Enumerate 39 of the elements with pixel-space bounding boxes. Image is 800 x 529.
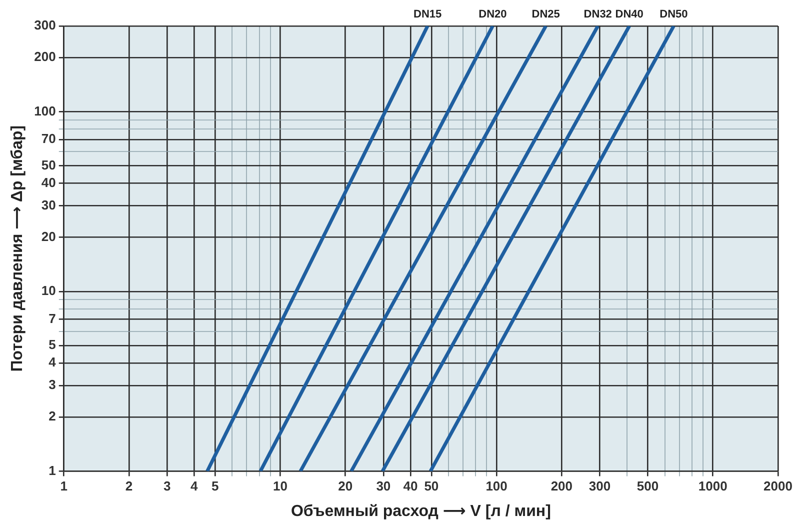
y-tick-label: 20 [41, 228, 56, 244]
y-tick-label: 7 [48, 310, 56, 326]
x-tick-label: 50 [424, 478, 439, 494]
y-tick-label: 50 [41, 157, 56, 172]
series-label: DN25 [532, 8, 560, 21]
y-axis-title: Потери давления ⟶ Δp [мбар] [9, 125, 26, 372]
y-tick-label: 3 [48, 377, 56, 392]
x-tick-label: 200 [550, 478, 573, 494]
x-tick-label: 10 [272, 478, 288, 494]
x-tick-label: 2000 [764, 478, 792, 494]
x-tick-label: 30 [376, 478, 391, 494]
series-label: DN32 [584, 8, 612, 21]
x-tick-label: 2 [125, 478, 133, 494]
x-tick-label: 1 [60, 478, 68, 494]
series-label: DN20 [478, 8, 507, 21]
x-tick-label: 4 [190, 478, 199, 494]
y-tick-label: 70 [41, 131, 56, 146]
x-tick-label: 40 [403, 478, 418, 494]
x-tick-label: 20 [338, 478, 353, 494]
x-axis-title: Объемный расход ⟶ V [л / мин] [290, 502, 551, 520]
x-tick-label: 100 [486, 478, 508, 494]
y-tick-label: 10 [41, 283, 56, 298]
x-tick-label: 1000 [698, 478, 728, 494]
y-tick-label: 30 [41, 197, 56, 212]
y-tick-label: 300 [34, 18, 56, 33]
y-tick-label: 1 [48, 462, 56, 478]
series-label: DN40 [615, 8, 644, 21]
x-tick-label: 3 [163, 478, 171, 494]
x-tick-label: 300 [588, 478, 611, 494]
y-tick-label: 2 [48, 408, 56, 424]
y-tick-label: 100 [34, 103, 56, 118]
series-label: DN15 [414, 8, 442, 21]
y-tick-label: 5 [48, 337, 56, 352]
x-tick-label: 5 [211, 478, 219, 494]
y-tick-label: 200 [34, 49, 56, 64]
x-tick-label: 500 [636, 478, 659, 494]
series-label: DN50 [660, 8, 688, 21]
y-tick-label: 4 [48, 354, 57, 370]
y-tick-label: 40 [41, 174, 56, 190]
